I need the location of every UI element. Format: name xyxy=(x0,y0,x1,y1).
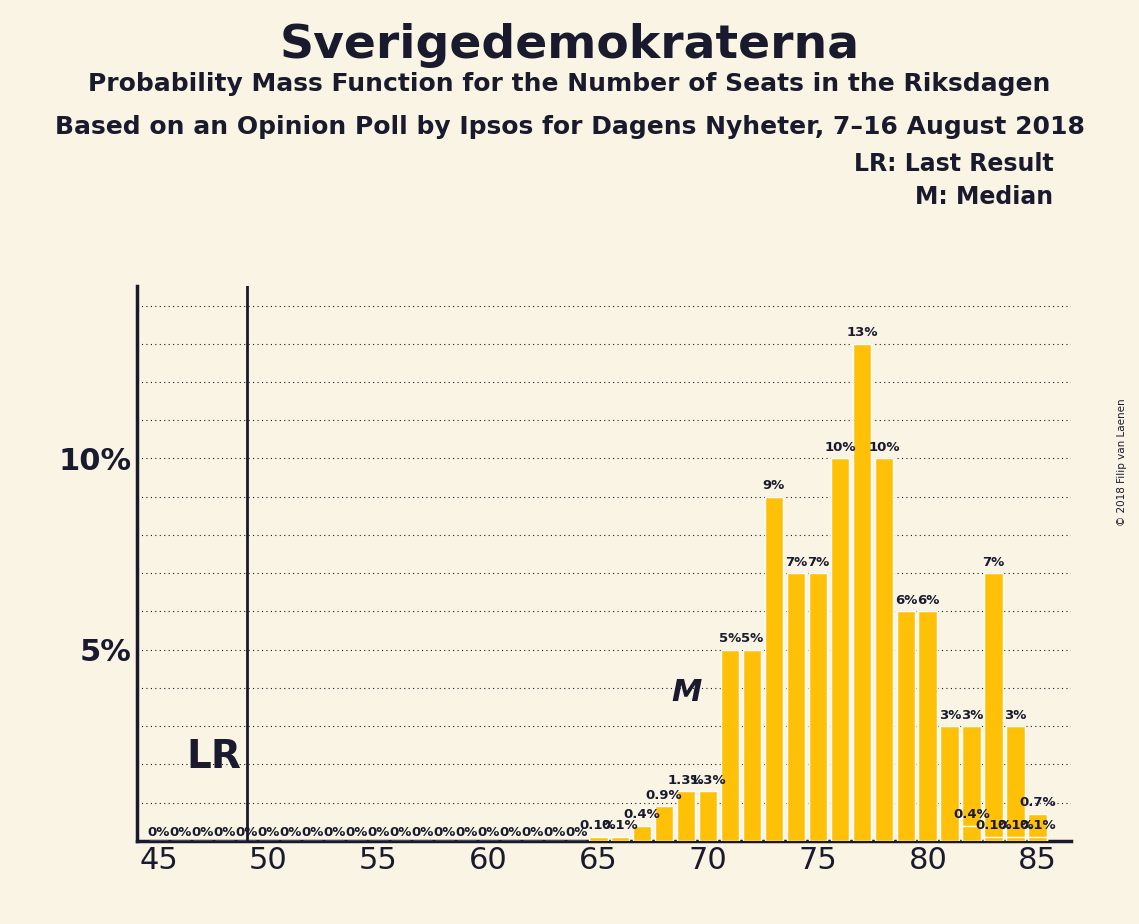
Text: 3%: 3% xyxy=(960,709,983,722)
Text: 0%: 0% xyxy=(170,826,191,839)
Bar xyxy=(984,573,1003,841)
Text: 0%: 0% xyxy=(191,826,214,839)
Text: Based on an Opinion Poll by Ipsos for Dagens Nyheter, 7–16 August 2018: Based on an Opinion Poll by Ipsos for Da… xyxy=(55,115,1084,139)
Text: 6%: 6% xyxy=(917,594,939,607)
Text: 0.4%: 0.4% xyxy=(624,808,661,821)
Text: 0%: 0% xyxy=(543,826,565,839)
Text: 10%: 10% xyxy=(825,441,855,454)
Text: 0%: 0% xyxy=(147,826,170,839)
Bar xyxy=(633,825,652,841)
Bar xyxy=(809,573,827,841)
Bar xyxy=(962,726,981,841)
Bar xyxy=(1007,726,1025,841)
Text: 0%: 0% xyxy=(345,826,368,839)
Text: 7%: 7% xyxy=(785,555,808,568)
Text: 0.1%: 0.1% xyxy=(975,820,1013,833)
Bar xyxy=(764,497,784,841)
Text: 0.1%: 0.1% xyxy=(1019,820,1056,833)
Text: 0.1%: 0.1% xyxy=(580,820,616,833)
Bar xyxy=(611,837,630,841)
Text: 0%: 0% xyxy=(521,826,543,839)
Text: © 2018 Filip van Laenen: © 2018 Filip van Laenen xyxy=(1117,398,1126,526)
Text: 13%: 13% xyxy=(846,326,878,339)
Text: 0%: 0% xyxy=(390,826,411,839)
Bar xyxy=(962,825,981,841)
Text: 1.3%: 1.3% xyxy=(667,773,704,786)
Text: 0.1%: 0.1% xyxy=(998,820,1034,833)
Text: 0%: 0% xyxy=(367,826,390,839)
Text: 0%: 0% xyxy=(565,826,588,839)
Bar xyxy=(743,650,761,841)
Text: 5%: 5% xyxy=(740,632,763,645)
Bar xyxy=(721,650,739,841)
Text: 10%: 10% xyxy=(868,441,900,454)
Bar xyxy=(677,791,696,841)
Text: LR: Last Result: LR: Last Result xyxy=(854,152,1054,176)
Bar xyxy=(655,807,673,841)
Text: 0%: 0% xyxy=(433,826,456,839)
Text: 0%: 0% xyxy=(456,826,477,839)
Bar xyxy=(1007,837,1025,841)
Text: 0.4%: 0.4% xyxy=(953,808,990,821)
Text: 0%: 0% xyxy=(302,826,323,839)
Text: 0%: 0% xyxy=(499,826,522,839)
Text: 3%: 3% xyxy=(1005,709,1027,722)
Text: M: M xyxy=(671,678,702,707)
Text: 0.1%: 0.1% xyxy=(601,820,639,833)
Bar xyxy=(698,791,718,841)
Bar xyxy=(830,458,850,841)
Text: 0.7%: 0.7% xyxy=(1019,796,1056,809)
Text: 0%: 0% xyxy=(236,826,257,839)
Text: 0.9%: 0.9% xyxy=(646,789,682,802)
Text: 7%: 7% xyxy=(983,555,1005,568)
Bar xyxy=(853,344,871,841)
Text: 0%: 0% xyxy=(323,826,345,839)
Bar xyxy=(589,837,607,841)
Text: 7%: 7% xyxy=(806,555,829,568)
Text: 9%: 9% xyxy=(763,480,785,492)
Bar xyxy=(1029,814,1047,841)
Bar xyxy=(941,726,959,841)
Bar xyxy=(875,458,893,841)
Text: 3%: 3% xyxy=(939,709,961,722)
Text: 0%: 0% xyxy=(477,826,500,839)
Bar xyxy=(896,612,915,841)
Text: M: Median: M: Median xyxy=(916,185,1054,209)
Bar xyxy=(787,573,805,841)
Text: Probability Mass Function for the Number of Seats in the Riksdagen: Probability Mass Function for the Number… xyxy=(89,72,1050,96)
Text: LR: LR xyxy=(186,738,241,776)
Bar xyxy=(984,837,1003,841)
Text: 6%: 6% xyxy=(894,594,917,607)
Text: 5%: 5% xyxy=(719,632,741,645)
Bar xyxy=(918,612,937,841)
Text: 0%: 0% xyxy=(411,826,434,839)
Text: 0%: 0% xyxy=(279,826,302,839)
Text: 0%: 0% xyxy=(257,826,280,839)
Text: 1.3%: 1.3% xyxy=(690,773,727,786)
Bar xyxy=(1029,837,1047,841)
Text: 0%: 0% xyxy=(213,826,236,839)
Text: Sverigedemokraterna: Sverigedemokraterna xyxy=(279,23,860,68)
